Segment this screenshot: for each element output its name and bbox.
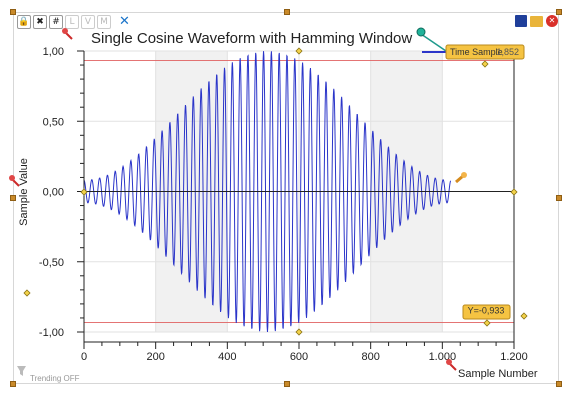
close-icon[interactable]: ✕	[546, 15, 558, 27]
resize-handle-ml[interactable]	[10, 195, 16, 201]
resize-handle-mr[interactable]	[556, 195, 562, 201]
x-tick-label-6: 1.200	[500, 351, 528, 363]
resize-handle-tc[interactable]	[284, 9, 290, 15]
x-tick-label-2: 400	[218, 351, 236, 363]
cursor-tag-bottom[interactable]	[462, 304, 511, 320]
v-icon[interactable]: V	[81, 15, 95, 29]
x-tick-label-1: 200	[146, 351, 164, 363]
y-tick-label-1: 0,50	[43, 116, 64, 128]
pin-icon-left[interactable]	[9, 175, 20, 187]
resize-handle-bl[interactable]	[10, 381, 16, 387]
x-tick-label-4: 800	[361, 351, 379, 363]
time-sample-tag[interactable]	[445, 44, 525, 60]
trending-toggle[interactable]: Trending OFF	[17, 366, 80, 383]
resize-handle-tl[interactable]	[10, 9, 16, 15]
cursor-tag-bottom-label: Y=-0,933	[468, 306, 505, 316]
x-tick-label-0: 0	[81, 351, 87, 363]
y-tick-label-0: 1,00	[43, 46, 64, 58]
lock-icon[interactable]: 🔒	[17, 15, 31, 29]
x-tick-label-5: 1.000	[429, 351, 457, 363]
expand-icon[interactable]: ✕	[119, 14, 130, 29]
save-icon[interactable]	[515, 15, 527, 27]
pin-icon[interactable]	[416, 27, 426, 37]
pin-icon-bottom[interactable]	[446, 359, 457, 371]
grid-icon[interactable]: #	[49, 15, 63, 29]
series-line	[83, 51, 452, 333]
trending-label: Trending OFF	[30, 374, 80, 383]
time-sample-label: Time Sample	[450, 47, 503, 57]
resize-handle-bc[interactable]	[284, 381, 290, 387]
y-tick-label-3: -0,50	[39, 257, 64, 269]
l-icon[interactable]: L	[65, 15, 79, 29]
m-icon[interactable]: M	[97, 15, 111, 29]
chart-toolbar: 🔒 ✖ # L V M ✕	[17, 15, 135, 29]
y-tick-label-4: -1,00	[39, 327, 64, 339]
chart-title: Single Cosine Waveform with Hamming Wind…	[91, 30, 412, 47]
funnel-icon	[17, 366, 26, 376]
pin-icon-top[interactable]	[62, 28, 73, 40]
y-axis-label: Sample Value	[18, 158, 30, 226]
resize-handle-br[interactable]	[556, 381, 562, 387]
x-axis-label: Sample Number	[458, 368, 538, 380]
chart-file-tools: ✕	[515, 15, 558, 27]
time-sample-value: 1,852	[496, 47, 519, 57]
resize-handle-tr[interactable]	[556, 9, 562, 15]
y-tick-label-2: 0,00	[43, 187, 64, 199]
cursor-icon[interactable]: ✖	[33, 15, 47, 29]
open-icon[interactable]	[530, 16, 543, 27]
x-tick-label-3: 600	[290, 351, 308, 363]
time-sample-leader	[420, 33, 447, 52]
pin-icon-orange[interactable]	[455, 172, 467, 184]
diamond-markers[interactable]	[23, 47, 528, 336]
